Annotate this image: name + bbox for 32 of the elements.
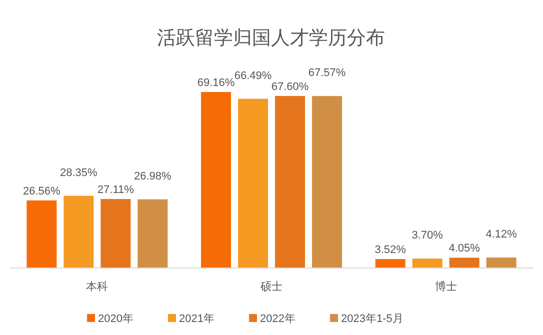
bar [238,98,268,268]
data-label: 4.05% [448,242,480,255]
bar [412,258,442,268]
legend-label: 2021年 [179,313,214,325]
bar [449,258,480,268]
x-tick-label: 硕士 [260,280,282,293]
bar [64,196,94,268]
data-label: 3.70% [412,230,444,242]
data-label: 67.60% [271,80,309,93]
chart-title: 活跃留学归国人才学历分布 [157,28,385,49]
legend-label: 2022年 [260,313,296,325]
legend-label: 2020年 [98,313,134,325]
bar [201,92,231,268]
data-label: 4.12% [486,228,518,241]
bar [275,96,305,268]
bar [486,258,516,268]
data-label: 3.52% [374,244,406,256]
x-tick-label: 博士 [434,280,457,293]
bar [26,200,57,268]
data-label: 26.98% [134,170,172,182]
legend-label: 2023年1-5月 [341,313,404,325]
bar [375,259,406,268]
bar [100,199,131,268]
data-label: 26.56% [23,185,61,198]
bar [138,199,168,268]
data-label: 27.11% [97,184,134,196]
bar [312,96,342,268]
data-label: 66.49% [234,70,272,82]
data-label: 28.35% [60,166,98,179]
data-label: 69.16% [197,77,235,89]
x-tick-label: 本科 [86,280,108,293]
data-label: 67.57% [308,67,346,80]
